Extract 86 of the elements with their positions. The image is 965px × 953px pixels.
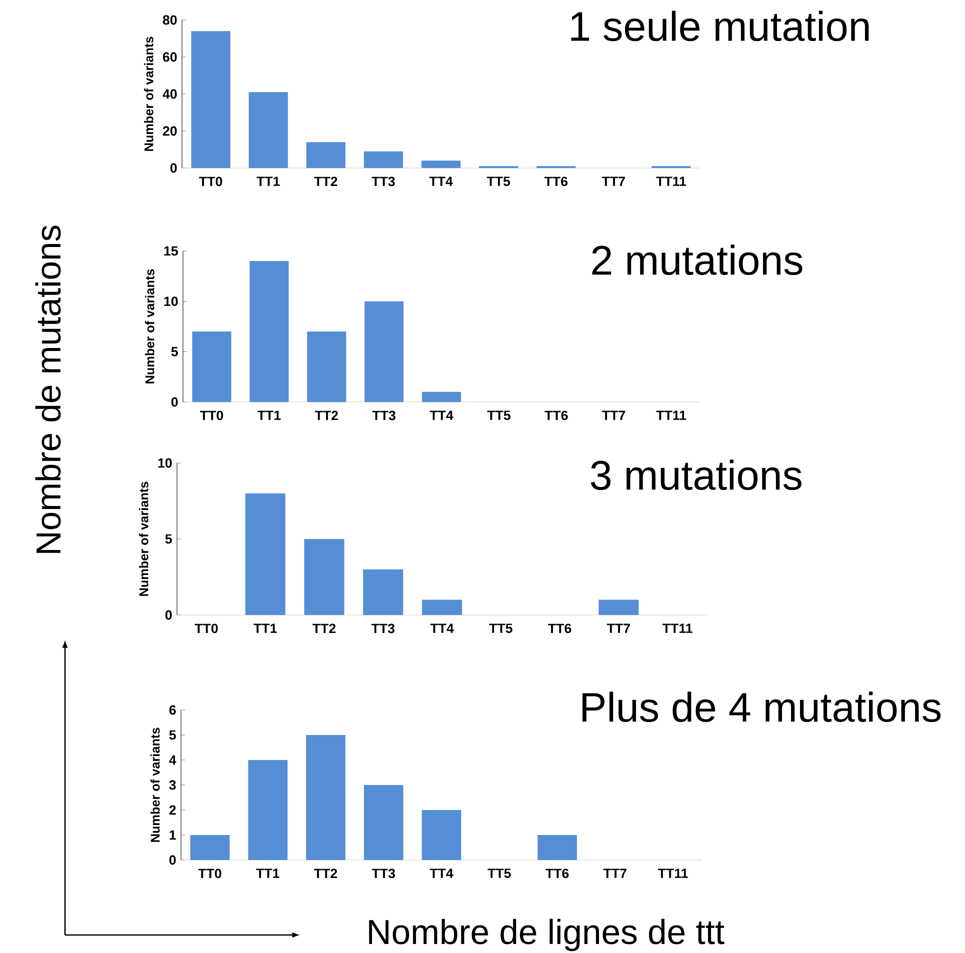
x-tick-label: TT0 [200,410,224,420]
x-tick-label: TT1 [257,410,281,420]
x-tick-label: TT1 [256,176,280,186]
bar [598,600,639,615]
y-tick-label: 0 [170,163,177,173]
x-tick-label: TT0 [198,868,222,878]
bar [191,31,230,168]
bar [538,834,577,860]
x-tick-label: TT0 [194,624,218,634]
y-tick-label: 0 [171,397,178,407]
bar [363,569,404,615]
y-tick-label: 10 [164,296,178,306]
y-axis-title: Number of variants [145,269,154,384]
x-tick-label: TT5 [489,624,512,633]
x-tick-label: TT4 [430,410,454,420]
x-tick-label: TT3 [371,624,394,634]
bar [422,392,462,402]
x-tick-label: TT0 [199,176,222,186]
x-tick-label: TT7 [606,624,630,633]
text: Nombre de lignes de ttt [369,918,724,952]
bar [307,332,346,402]
y-tick-label: 2 [169,805,176,815]
y-tick-label: 10 [158,458,172,468]
x-tick-label: TT3 [372,868,395,878]
y-tick-label: 0 [169,855,176,865]
y-tick-label: 20 [162,126,177,136]
bar [422,810,462,860]
chart-title: Plus de 4 mutations [582,692,941,722]
y-tick-label: 6 [169,705,176,715]
y-tick-label: 5 [169,730,176,740]
x-tick-label: TT6 [546,868,569,878]
x-tick-label: TT4 [429,176,453,186]
x-tick-label: TT5 [486,176,510,186]
bar [306,142,346,168]
bar [250,261,289,402]
bar [364,151,404,168]
y-tick-label: 5 [165,534,172,544]
bar [248,92,288,168]
x-tick-label: TT2 [314,868,338,878]
x-tick-label: TT2 [314,410,338,420]
y-tick-label: 4 [169,755,176,765]
x-tick-label: TT3 [372,410,396,420]
x-tick-label: TT3 [372,176,395,186]
bar [245,493,286,615]
x-tick-label: TT6 [544,176,568,186]
y-tick-label: 1 [170,830,176,840]
y-tick-label: 40 [162,89,177,99]
y-tick-label: 5 [171,346,178,356]
x-tick-label: TT11 [658,868,688,878]
x-tick-label: TT6 [548,624,572,634]
x-tick-label: TT11 [656,410,686,420]
x-tick-label: TT7 [602,176,625,186]
bar [192,332,232,402]
bar [190,834,230,860]
x-tick-label: TT11 [662,624,692,633]
x-tick-label: TT5 [487,410,510,420]
bar [304,538,344,615]
chart-title: 3 mutations [590,460,802,490]
y-tick-label: 3 [169,780,176,790]
bar [364,301,404,402]
x-tick-label: TT11 [656,176,686,186]
bar [248,760,288,860]
y-tick-label: 80 [162,15,177,25]
y-axis-title: Number of variants [150,728,160,842]
x-tick-label: TT1 [256,868,280,878]
x-tick-label: TT5 [488,868,511,878]
y-tick-label: 0 [165,610,172,620]
y-axis-title: Number of variants [139,482,148,596]
x-tick-label: TT7 [602,410,626,420]
x-tick-label: TT2 [314,176,338,186]
x-tick-label: TT7 [603,868,626,878]
text: Nombre de mutations [35,226,61,553]
chart-title: 1 seule mutation [571,10,869,42]
y-axis-title: Number of variants [144,36,154,151]
chart-title: 2 mutations [592,244,802,276]
bar [421,160,461,168]
x-tick-label: TT6 [544,410,568,420]
y-tick-label: 60 [162,52,177,62]
bar [306,734,346,860]
bar [364,784,404,860]
bar [422,600,462,615]
x-tick-label: TT2 [312,624,336,634]
y-tick-label: 15 [164,246,178,256]
x-tick-label: TT4 [430,868,454,878]
x-tick-label: TT1 [254,624,277,633]
x-tick-label: TT4 [430,624,454,633]
